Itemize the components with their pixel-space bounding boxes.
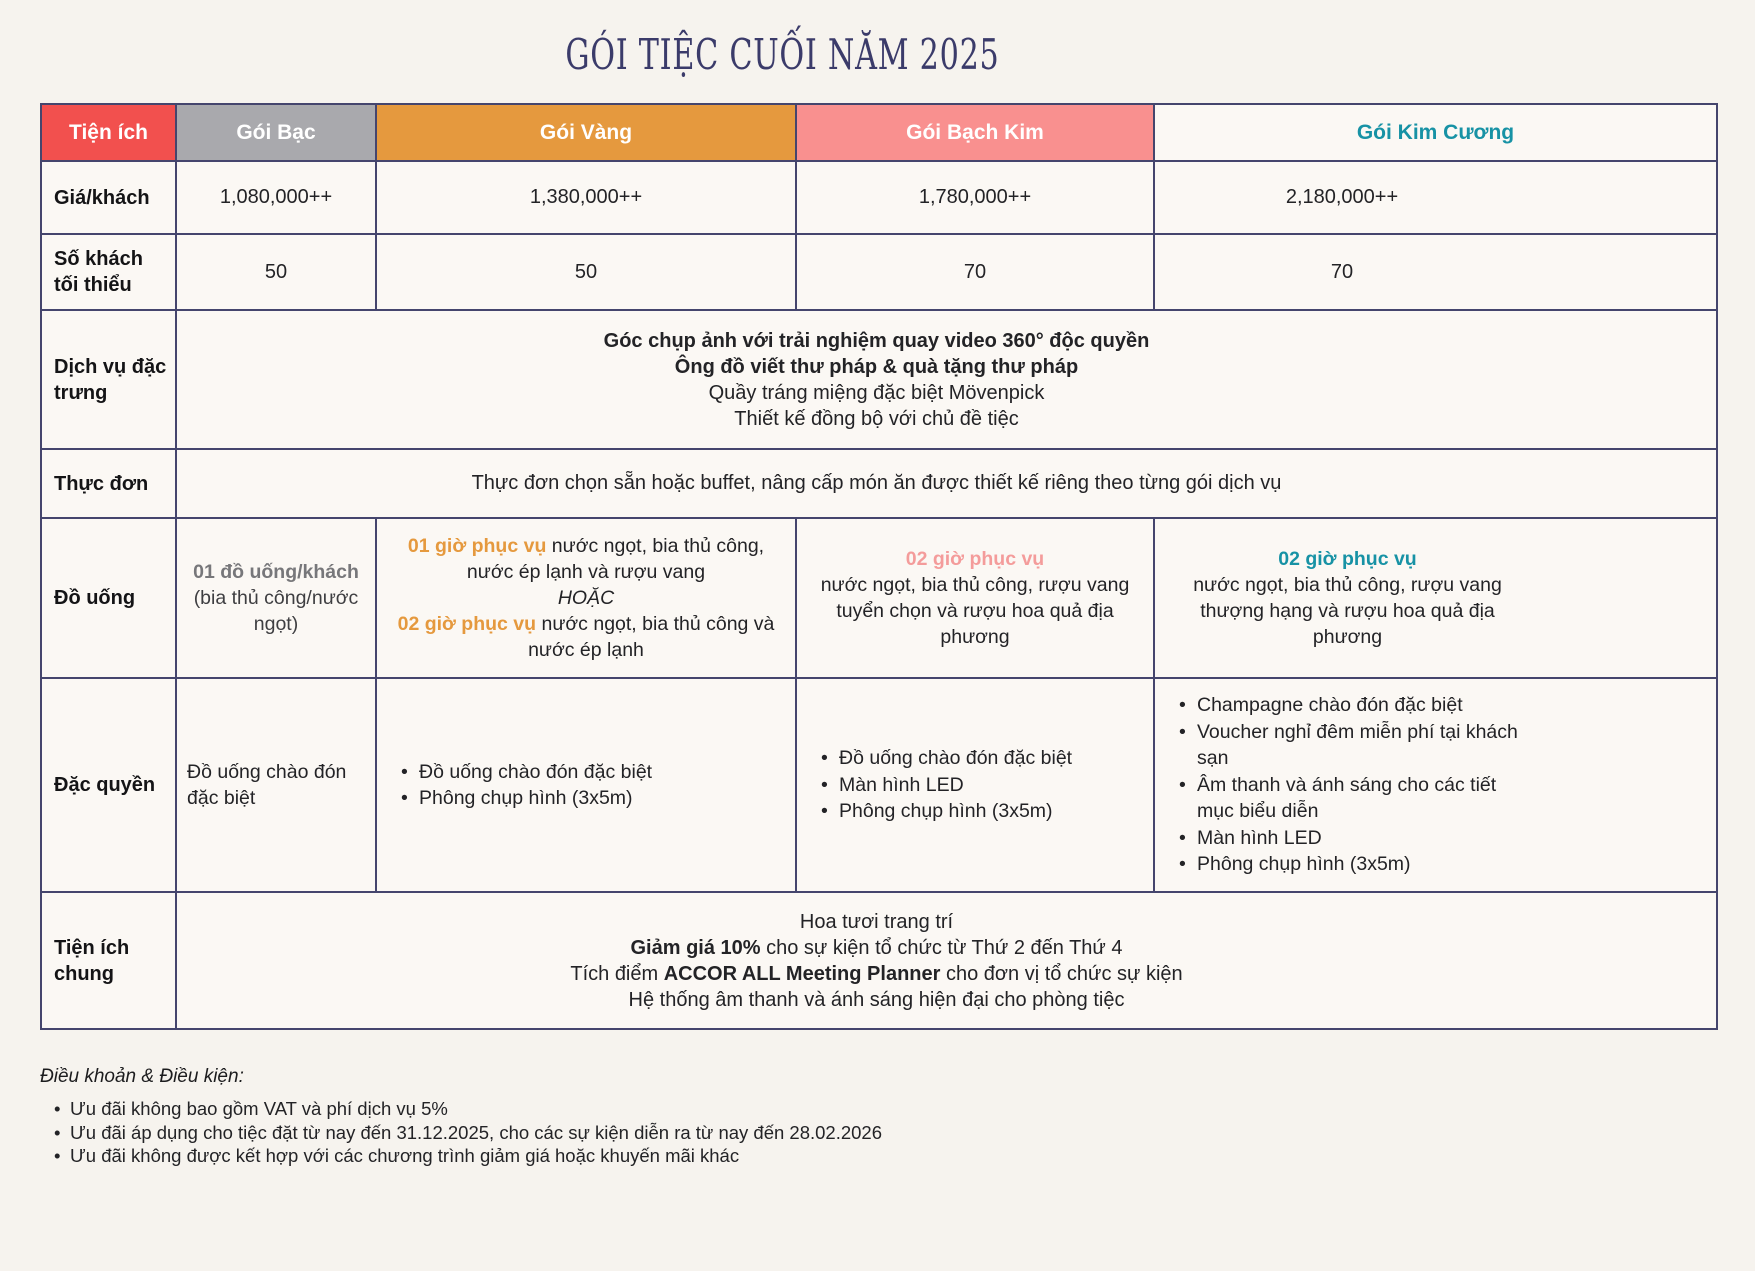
- price-row: Giá/khách 1,080,000++ 1,380,000++ 1,780,…: [40, 160, 1718, 235]
- drinks-line: nước ngọt, bia thủ công, rượu vang thượn…: [1193, 574, 1502, 648]
- perks-platinum-cell: Đồ uống chào đón đặc biệtMàn hình LEDPhô…: [795, 677, 1155, 893]
- header-gold-cell: Gói Vàng: [375, 103, 797, 162]
- drinks-line: 01 giờ phục vụ nước ngọt, bia thủ công, …: [407, 535, 765, 583]
- min-guests-diamond: 70: [1153, 233, 1718, 311]
- drinks-platinum-cell: 02 giờ phục vụ nước ngọt, bia thủ công, …: [795, 517, 1155, 679]
- common-line: Hệ thống âm thanh và ánh sáng hiện đại c…: [628, 988, 1125, 1011]
- table-header-row: Tiện ích Gói Bạc Gói Vàng Gói Bạch Kim G…: [40, 103, 1718, 162]
- signature-line: Quầy tráng miệng đặc biệt Mövenpick: [708, 381, 1045, 404]
- perks-row-label: Đặc quyền: [40, 677, 177, 893]
- drinks-line: 02 giờ phục vụ: [905, 548, 1045, 570]
- drinks-silver-cell: 01 đồ uống/khách (bia thủ công/nước ngọt…: [175, 517, 377, 679]
- drinks-line: 02 giờ phục vụ: [1278, 548, 1417, 570]
- price-row-label: Giá/khách: [40, 160, 177, 235]
- drinks-row-label: Đồ uống: [40, 517, 177, 679]
- min-guests-gold: 50: [375, 233, 797, 311]
- min-guests-silver: 50: [175, 233, 377, 311]
- page-title-text: GÓI TIỆC CUỐI NĂM 2025: [565, 30, 1000, 79]
- drinks-gold-cell: 01 giờ phục vụ nước ngọt, bia thủ công, …: [375, 517, 797, 679]
- signature-line: Thiết kế đồng bộ với chủ đề tiệc: [734, 407, 1019, 430]
- common-line: Hoa tươi trang trí: [799, 910, 954, 933]
- common-amenities-cell: Hoa tươi trang trí Giảm giá 10% cho sự k…: [175, 891, 1718, 1030]
- signature-line: Ông đồ viết thư pháp & quà tặng thư pháp: [674, 355, 1079, 378]
- perks-gold-list: Đồ uống chào đón đặc biệtPhông chụp hình…: [399, 759, 785, 812]
- drinks-diamond-cell: 02 giờ phục vụ nước ngọt, bia thủ công, …: [1153, 517, 1718, 679]
- terms-list: Ưu đãi không bao gồm VAT và phí dịch vụ …: [40, 1097, 1755, 1168]
- common-line: Tích điểm ACCOR ALL Meeting Planner cho …: [570, 962, 1183, 985]
- price-gold: 1,380,000++: [375, 160, 797, 235]
- drinks-line: 02 giờ phục vụ nước ngọt, bia thủ công v…: [397, 613, 775, 661]
- header-platinum-cell: Gói Bạch Kim: [795, 103, 1155, 162]
- terms-section: Điều khoản & Điều kiện: Ưu đãi không bao…: [40, 1066, 1755, 1168]
- page-title: GÓI TIỆC CUỐI NĂM 2025: [0, 30, 1565, 79]
- signature-row-label: Dịch vụ đặc trưng: [40, 309, 177, 450]
- min-guests-row-label: Số khách tối thiểu: [40, 233, 177, 311]
- package-table: Tiện ích Gói Bạc Gói Vàng Gói Bạch Kim G…: [40, 103, 1718, 1030]
- common-line: Giảm giá 10% cho sự kiện tổ chức từ Thứ …: [630, 936, 1123, 959]
- drinks-row: Đồ uống 01 đồ uống/khách (bia thủ công/n…: [40, 517, 1718, 679]
- drinks-line: 01 đồ uống/khách: [193, 561, 359, 583]
- signature-services-row: Dịch vụ đặc trưng Góc chụp ảnh với trải …: [40, 309, 1718, 450]
- min-guests-platinum: 70: [795, 233, 1155, 311]
- perks-silver-cell: Đồ uống chào đón đặc biệt: [175, 677, 377, 893]
- signature-line: Góc chụp ảnh với trải nghiệm quay video …: [603, 329, 1150, 352]
- drinks-line: nước ngọt, bia thủ công, rượu vang tuyển…: [820, 574, 1130, 648]
- perks-platinum-list: Đồ uống chào đón đặc biệtMàn hình LEDPhô…: [819, 745, 1143, 825]
- drinks-line: (bia thủ công/nước ngọt): [193, 587, 359, 635]
- common-row-label: Tiện ích chung: [40, 891, 177, 1030]
- perks-diamond-list: Champagne chào đón đặc biệtVoucher nghỉ …: [1177, 692, 1528, 878]
- terms-heading: Điều khoản & Điều kiện:: [40, 1066, 244, 1087]
- menu-cell: Thực đơn chọn sẵn hoặc buffet, nâng cấp …: [175, 448, 1718, 519]
- price-diamond: 2,180,000++: [1153, 160, 1718, 235]
- header-feature-cell: Tiện ích: [40, 103, 177, 162]
- header-silver-cell: Gói Bạc: [175, 103, 377, 162]
- price-platinum: 1,780,000++: [795, 160, 1155, 235]
- header-diamond-cell: Gói Kim Cương: [1153, 103, 1718, 162]
- signature-services-cell: Góc chụp ảnh với trải nghiệm quay video …: [175, 309, 1718, 450]
- perks-row: Đặc quyền Đồ uống chào đón đặc biệt Đồ u…: [40, 677, 1718, 893]
- min-guests-row: Số khách tối thiểu 50 50 70 70: [40, 233, 1718, 311]
- perks-diamond-cell: Champagne chào đón đặc biệtVoucher nghỉ …: [1153, 677, 1718, 893]
- drinks-line: HOẶC: [557, 587, 615, 609]
- menu-row: Thực đơn Thực đơn chọn sẵn hoặc buffet, …: [40, 448, 1718, 519]
- menu-row-label: Thực đơn: [40, 448, 177, 519]
- common-amenities-row: Tiện ích chung Hoa tươi trang trí Giảm g…: [40, 891, 1718, 1030]
- price-silver: 1,080,000++: [175, 160, 377, 235]
- perks-gold-cell: Đồ uống chào đón đặc biệtPhông chụp hình…: [375, 677, 797, 893]
